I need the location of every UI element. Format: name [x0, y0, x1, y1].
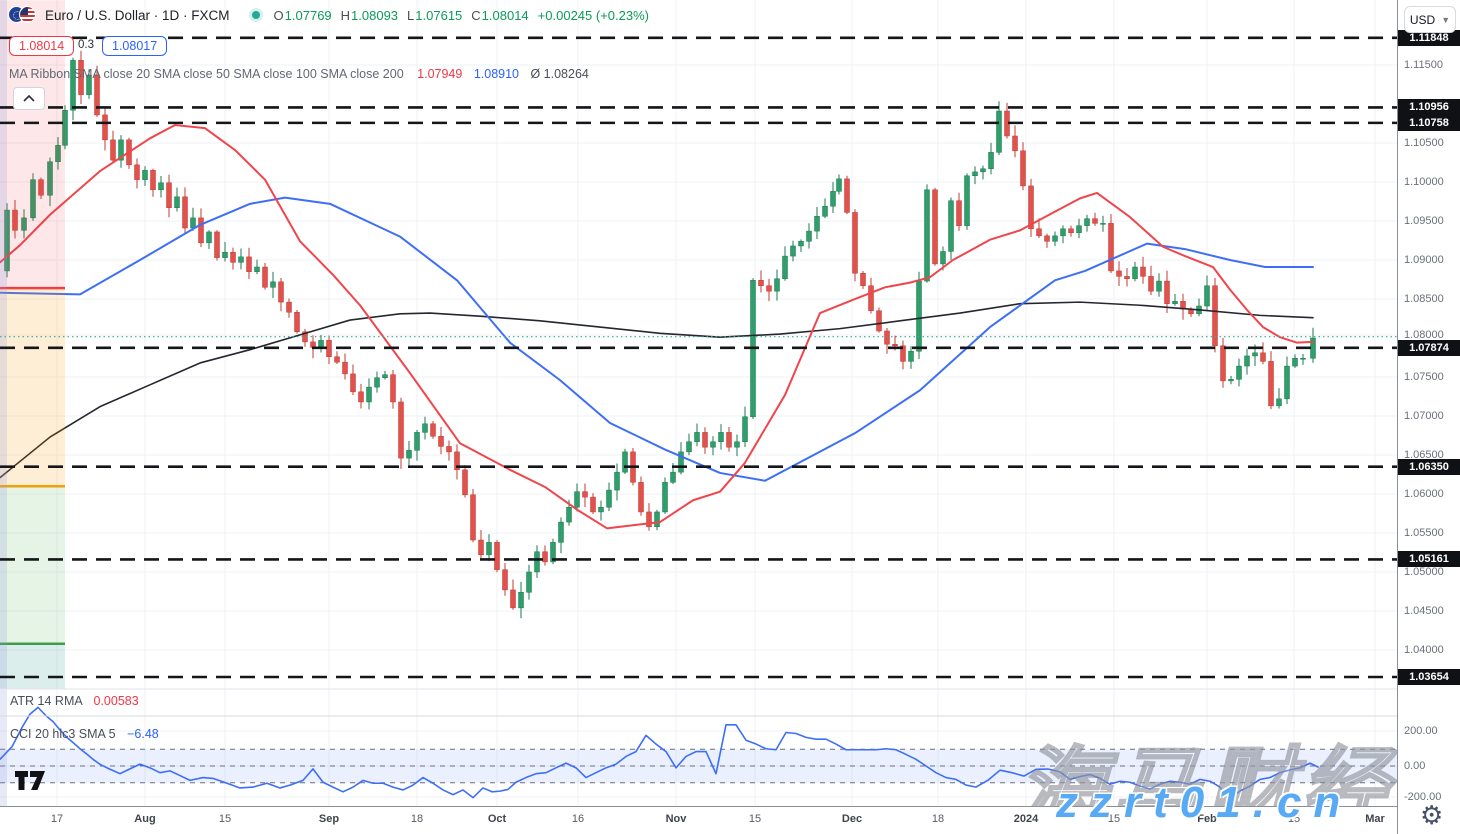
sma50-line[interactable] [0, 196, 1314, 482]
key-level-lines[interactable] [0, 36, 1397, 679]
tradingview-logo-icon[interactable] [15, 771, 47, 790]
price-level-badge[interactable]: 1.11848 [1398, 29, 1460, 46]
series-line [0, 706, 1319, 800]
time-axis-label[interactable]: Mar [1365, 813, 1385, 825]
time-axis-label[interactable]: Nov [665, 813, 687, 825]
cci-value: −6.48 [127, 727, 159, 741]
price-label-ratio: 0.3 [78, 39, 94, 51]
gridlines [0, 0, 1397, 806]
ma-ribbon-legend[interactable]: MA Ribbon SMA close 20 SMA close 50 SMA … [9, 67, 589, 81]
time-axis-label[interactable]: 2024 [1013, 813, 1039, 825]
price-axis-label: 1.04000 [1404, 644, 1444, 656]
price-axis-label: 1.11500 [1404, 59, 1443, 71]
time-axis-label[interactable]: Sep [318, 813, 340, 825]
pane-collapse-button[interactable] [13, 87, 45, 110]
time-axis-label[interactable]: Oct [487, 813, 507, 825]
time-axis-label[interactable]: 15 [1107, 813, 1121, 825]
price-axis-label: 1.06500 [1404, 449, 1444, 461]
price-axis-label: 1.05000 [1404, 566, 1444, 578]
cci-axis-label: -200.00 [1404, 791, 1442, 803]
low-value: 1.07615 [415, 7, 463, 23]
price-axis-label: 1.06000 [1404, 488, 1444, 500]
chevron-up-icon [23, 95, 35, 102]
time-axis-label[interactable]: 15 [748, 813, 762, 825]
us-flag-icon [19, 6, 36, 23]
time-axis-label[interactable]: 18 [410, 813, 424, 825]
gear-icon[interactable]: ⚙ [1420, 800, 1444, 830]
open-value: 1.07769 [284, 7, 332, 23]
atr-legend[interactable]: ATR 14 RMA 0.00583 [10, 694, 139, 708]
symbol-title[interactable]: Euro / U.S. Dollar · 1D · FXCM [45, 7, 230, 23]
cci-axis-label: 0.00 [1404, 760, 1426, 772]
cci-axis-label: 200.00 [1404, 725, 1438, 737]
ma-ribbon-label: MA Ribbon SMA close 20 SMA close 50 SMA … [9, 67, 404, 81]
price-axis-label: 1.08000 [1404, 329, 1444, 341]
price-label-blue[interactable]: 1.08017 [102, 36, 168, 56]
price-level-badge[interactable]: 1.05161 [1398, 551, 1460, 568]
sma200-line[interactable] [0, 301, 1314, 479]
time-axis-label[interactable]: Aug [134, 813, 156, 825]
price-axis-label: 1.08500 [1404, 293, 1444, 305]
price-axis-label: 1.07000 [1404, 410, 1444, 422]
price-axis-label: 1.07500 [1404, 371, 1444, 383]
candlesticks [4, 50, 1316, 619]
sma50-value: 1.08910 [473, 67, 519, 81]
price-axis-label: 1.10000 [1404, 176, 1444, 188]
time-axis[interactable]: 17 Aug 15 Sep 18 Oct 16 Nov 15 Dec 18 2024 15 Feb 15 Ma… [0, 806, 1397, 834]
high-value: 1.08093 [351, 7, 399, 23]
currency-pair-flags-icon [8, 6, 38, 24]
ohlc-values: O1.07769 H1.08093 L1.07615 C1.08014 +0.0… [273, 7, 649, 23]
time-axis-label[interactable]: 17 [50, 813, 64, 825]
watermark-site: zzrt01.cn [1056, 778, 1353, 827]
price-axis-label: 1.10500 [1404, 137, 1444, 149]
price-axis-label: 1.09000 [1404, 254, 1444, 266]
cci-line[interactable] [0, 706, 1319, 800]
time-axis-label[interactable]: 18 [931, 813, 945, 825]
time-axis-label[interactable]: Dec [841, 813, 863, 825]
series-line [0, 196, 1314, 482]
time-axis-label[interactable]: 15 [218, 813, 232, 825]
time-axis-label[interactable]: 16 [571, 813, 585, 825]
market-open-dot-icon[interactable] [251, 11, 260, 19]
time-axis-label[interactable]: 15 [1287, 813, 1301, 825]
cci-title: CCI 20 hlc3 SMA 5 [10, 727, 116, 741]
price-label-red[interactable]: 1.08014 [9, 36, 75, 56]
price-level-badge[interactable]: 1.10758 [1398, 114, 1460, 131]
change-value: +0.00245 (+0.23%) [537, 7, 649, 23]
sma20-line[interactable] [0, 124, 1314, 530]
price-axis-label: 1.09500 [1404, 215, 1444, 227]
ma-average-value: Ø 1.08264 [530, 67, 589, 81]
close-value: 1.08014 [481, 7, 529, 23]
price-axis[interactable]: USD ▼ 1.11500 1.10500 1.10000 1.09500 1.0900… [1397, 0, 1460, 834]
currency-dropdown[interactable]: USD ▼ [1404, 6, 1456, 33]
price-level-badge[interactable]: 1.10956 [1398, 99, 1460, 116]
price-level-badge[interactable]: 1.06350 [1398, 458, 1460, 475]
atr-value: 0.00583 [93, 694, 139, 708]
price-level-badge[interactable]: 1.03654 [1398, 668, 1460, 685]
price-level-badge[interactable]: 1.07874 [1398, 339, 1460, 356]
series-line [0, 301, 1314, 479]
cci-legend[interactable]: CCI 20 hlc3 SMA 5 −6.48 [10, 727, 159, 741]
time-axis-label[interactable]: Feb [1197, 813, 1217, 825]
risk-zone-bands[interactable] [0, 0, 65, 806]
series-line [0, 124, 1314, 530]
symbol-legend: Euro / U.S. Dollar · 1D · FXCM O1.07769 … [8, 5, 649, 25]
currency-dropdown-value: USD [1409, 12, 1436, 27]
atr-title: ATR 14 RMA [10, 694, 83, 708]
price-axis-label: 1.04500 [1404, 605, 1444, 617]
chevron-down-icon: ▼ [1441, 14, 1451, 25]
sma20-value: 1.07949 [417, 67, 463, 81]
price-axis-label: 1.05500 [1404, 527, 1444, 539]
